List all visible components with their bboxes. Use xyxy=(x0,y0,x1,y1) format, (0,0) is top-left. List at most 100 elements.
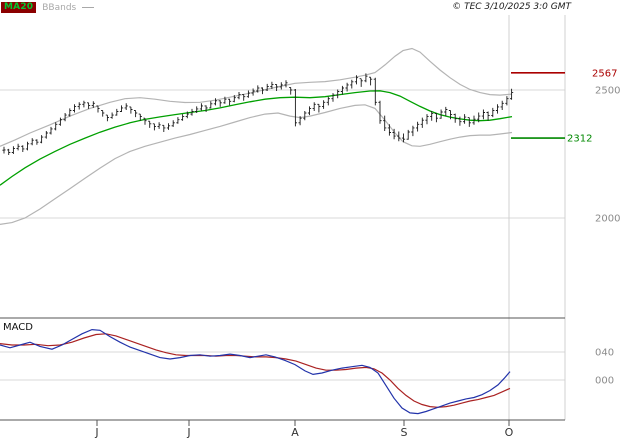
ohlc-bar xyxy=(101,110,105,117)
ohlc-bar xyxy=(204,105,208,112)
ohlc-bar xyxy=(166,123,171,130)
ohlc-bar xyxy=(472,115,476,125)
ohlc-bar xyxy=(2,146,6,154)
ohlc-bar xyxy=(416,121,420,132)
ohlc-bar xyxy=(96,105,100,113)
ohlc-bar xyxy=(176,117,180,124)
month-label-4: O xyxy=(505,426,514,439)
macd-panel-label: MACD xyxy=(3,322,33,333)
ohlc-bar xyxy=(420,117,424,128)
ohlc-bar xyxy=(91,101,95,108)
ohlc-bar xyxy=(44,131,48,139)
ohlc-bar xyxy=(369,76,373,86)
ohlc-bar xyxy=(444,106,448,117)
ohlc-bar xyxy=(453,113,457,123)
month-label-2: A xyxy=(291,426,299,439)
ohlc-bar xyxy=(406,129,410,140)
ohlc-bar xyxy=(152,123,156,131)
ohlc-bar xyxy=(491,107,495,118)
ohlc-bar xyxy=(448,110,453,120)
ohlc-bar xyxy=(251,88,255,96)
ohlc-bar xyxy=(105,114,109,122)
ohlc-bar xyxy=(275,83,279,91)
bollinger-upper-line xyxy=(0,47,513,147)
ohlc-bar xyxy=(232,95,236,103)
ohlc-bar xyxy=(312,102,316,111)
month-label-1: J xyxy=(186,426,190,439)
ohlc-bar xyxy=(495,104,500,114)
ohlc-bar xyxy=(21,145,25,152)
ohlc-bar xyxy=(199,103,203,111)
ohlc-bar xyxy=(171,120,175,127)
ma20-line xyxy=(0,90,513,186)
macd-axis-label-000: 000 xyxy=(595,376,614,387)
ohlc-bar xyxy=(134,110,138,118)
ohlc-bar xyxy=(190,108,194,116)
ohlc-bar xyxy=(228,98,232,106)
ohlc-bar xyxy=(326,96,330,106)
ohlc-bar xyxy=(430,111,434,121)
ohlc-bar xyxy=(340,85,344,95)
ohlc-bar xyxy=(49,126,53,135)
ohlc-bar xyxy=(331,93,335,102)
ohlc-bar xyxy=(481,109,485,120)
ohlc-bar xyxy=(87,102,91,109)
ohlc-bar xyxy=(35,139,39,145)
candlestick-series xyxy=(2,73,514,155)
ohlc-bar xyxy=(148,120,152,128)
ohlc-bar xyxy=(129,106,133,114)
legend-bbands-label: BBands xyxy=(42,2,77,13)
ohlc-bar xyxy=(350,79,354,89)
copyright-text: © TEC 3/10/2025 3:0 GMT xyxy=(452,2,571,12)
ohlc-bar xyxy=(63,113,67,122)
ohlc-bar xyxy=(425,114,429,125)
ohlc-bar xyxy=(195,106,199,113)
ohlc-bar xyxy=(322,100,326,109)
ohlc-bar xyxy=(54,122,58,131)
ohlc-bar xyxy=(411,125,415,137)
ohlc-bar xyxy=(434,113,438,123)
month-label-0: J xyxy=(94,426,98,439)
bbands-line-swatch xyxy=(82,7,95,8)
ohlc-bar xyxy=(463,114,467,124)
ohlc-bar xyxy=(209,101,213,109)
macd-signal-line xyxy=(0,333,511,408)
ohlc-bar xyxy=(119,105,124,112)
ohlc-bar xyxy=(336,89,340,99)
ohlc-bar xyxy=(82,100,86,108)
ohlc-bar xyxy=(378,100,382,124)
ohlc-bar xyxy=(124,103,128,110)
ohlc-bar xyxy=(317,103,321,113)
ohlc-bar xyxy=(242,94,246,101)
month-label-3: S xyxy=(401,426,408,439)
ohlc-bar xyxy=(439,109,443,119)
ohlc-bar xyxy=(373,77,377,106)
ohlc-bar xyxy=(289,86,293,95)
ohlc-bar xyxy=(401,133,406,143)
ohlc-bar xyxy=(181,114,185,121)
ohlc-bar xyxy=(40,135,44,144)
time-gridlines xyxy=(508,15,566,420)
ohlc-bar xyxy=(397,131,401,142)
ohlc-bar xyxy=(345,82,349,92)
ohlc-bar xyxy=(505,96,509,106)
ohlc-bar xyxy=(223,96,227,104)
ohlc-bar xyxy=(284,80,288,88)
ohlc-bar xyxy=(143,117,147,125)
ohlc-bar xyxy=(213,98,218,106)
ohlc-bar xyxy=(364,73,368,83)
ohlc-bar xyxy=(279,82,283,90)
ohlc-bar xyxy=(246,90,250,98)
ohlc-bar xyxy=(359,78,363,87)
ohlc-bar xyxy=(7,148,11,155)
ohlc-bar xyxy=(500,100,504,110)
ohlc-bar xyxy=(11,146,15,154)
ohlc-bar xyxy=(392,128,396,140)
ohlc-bar xyxy=(458,116,462,126)
ohlc-bar xyxy=(387,124,391,136)
level-label-2567: 2567 xyxy=(592,68,617,79)
ohlc-bar xyxy=(218,100,222,107)
panel-borders xyxy=(0,317,565,421)
